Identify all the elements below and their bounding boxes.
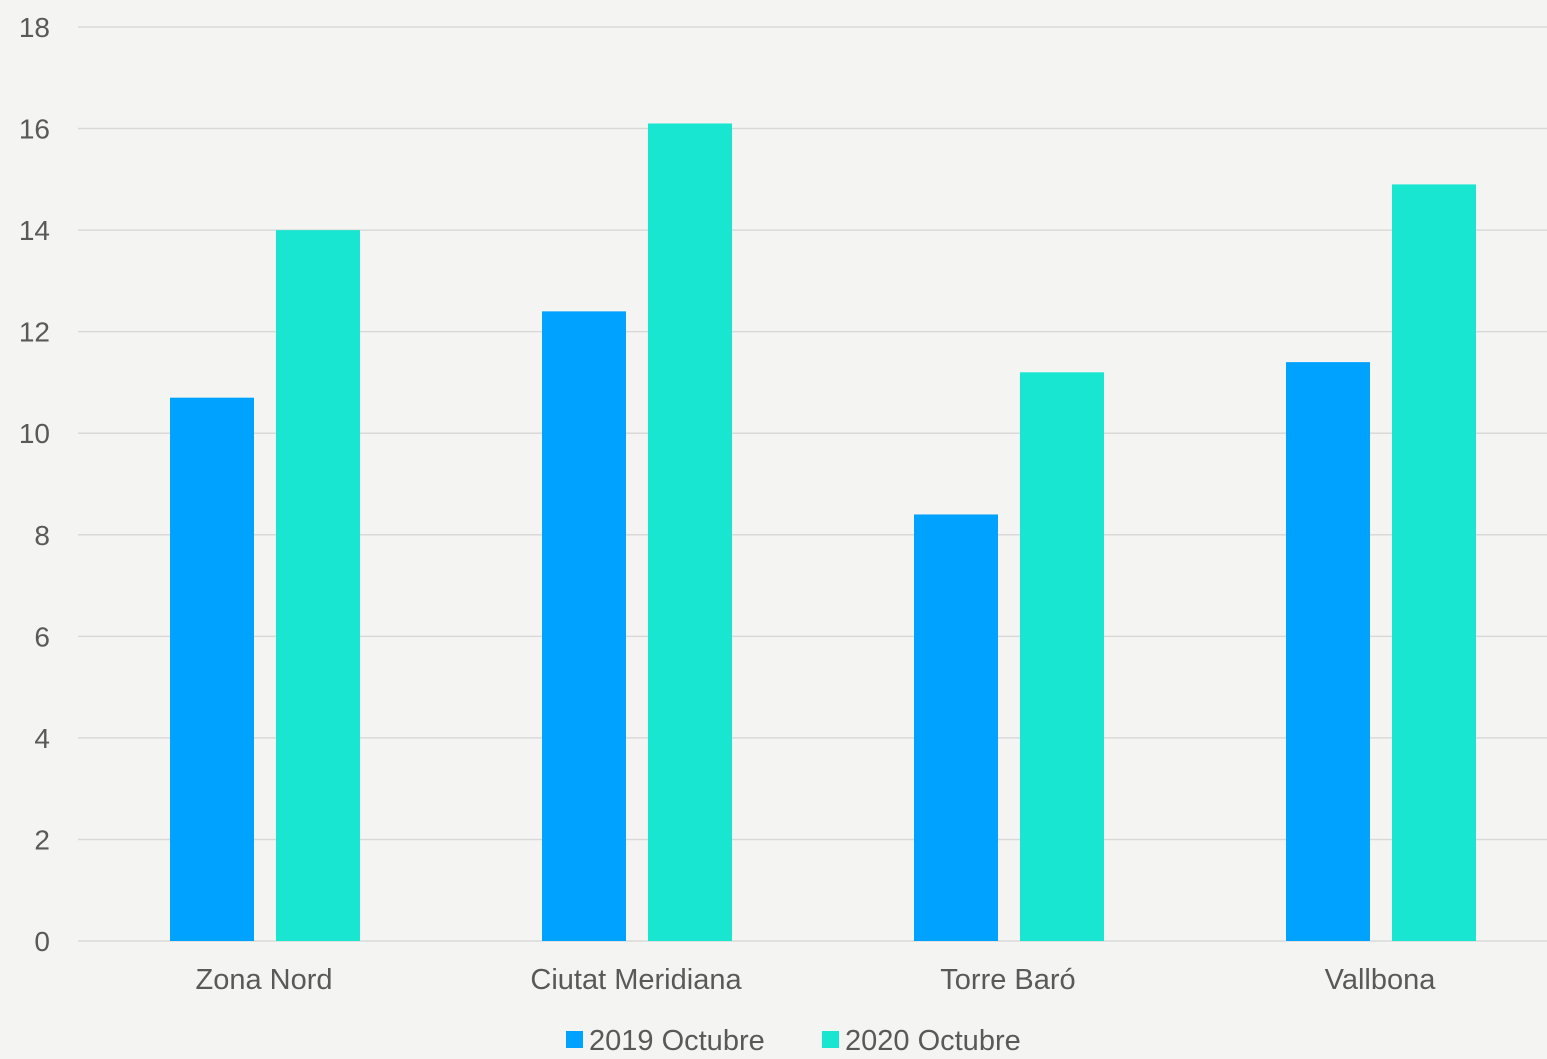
bar-vallbona-0 — [1286, 362, 1370, 942]
bar-ciutat-meridiana-1 — [648, 123, 732, 941]
legend-label: 2020 Octubre — [845, 1025, 1021, 1054]
bar-torre-bar--0 — [914, 514, 998, 941]
bar-zona-nord-1 — [276, 230, 360, 942]
bars — [170, 123, 1476, 942]
y-axis-tick-labels: 0 2 4 6 8 10 12 14 16 18 — [19, 12, 50, 957]
y-tick-label: 16 — [19, 114, 50, 145]
y-tick-label: 2 — [34, 824, 50, 855]
bar-vallbona-1 — [1392, 184, 1476, 941]
y-tick-label: 0 — [34, 926, 50, 957]
legend-swatch — [566, 1031, 583, 1048]
bar-ciutat-meridiana-0 — [542, 311, 626, 941]
x-category-label: Zona Nord — [195, 964, 332, 996]
bar-torre-bar--1 — [1020, 372, 1104, 941]
bar-zona-nord-0 — [170, 397, 254, 942]
y-tick-label: 14 — [19, 215, 50, 246]
legend-label: 2019 Octubre — [589, 1025, 765, 1054]
x-category-label: Torre Baró — [940, 964, 1075, 996]
legend: 2019 Octubre 2020 Octubre — [566, 1025, 1021, 1057]
y-tick-label: 4 — [34, 723, 50, 754]
y-tick-label: 18 — [19, 12, 50, 43]
x-axis-category-labels: Zona Nord Ciutat Meridiana Torre Baró Vallb… — [195, 964, 1436, 996]
y-tick-label: 8 — [34, 520, 50, 551]
y-tick-label: 6 — [34, 621, 50, 652]
legend-swatch — [822, 1031, 839, 1048]
y-tick-label: 12 — [19, 317, 50, 348]
x-category-label: Ciutat Meridiana — [530, 964, 742, 996]
x-category-label: Vallbona — [1325, 964, 1437, 996]
y-tick-label: 10 — [19, 418, 50, 449]
